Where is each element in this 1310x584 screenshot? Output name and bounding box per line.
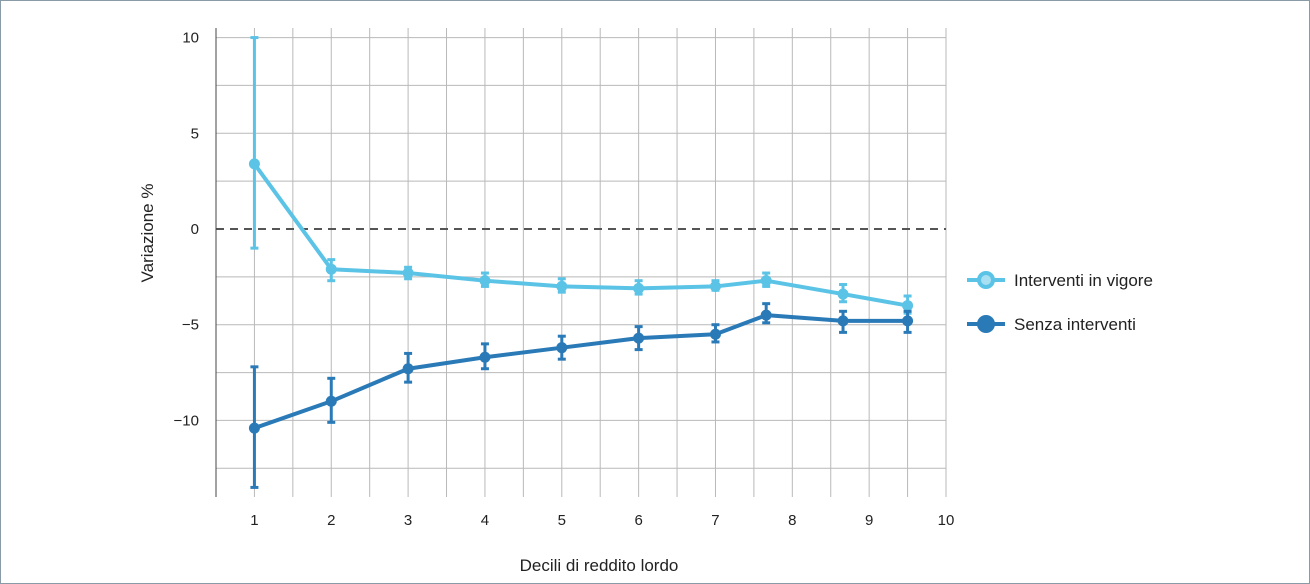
data-point xyxy=(837,315,849,327)
data-point xyxy=(760,275,772,287)
data-point xyxy=(709,328,721,340)
series-line xyxy=(253,313,908,430)
data-point xyxy=(325,395,337,407)
x-tick-label: 10 xyxy=(938,512,955,529)
y-tick-label: −5 xyxy=(182,317,199,334)
data-point xyxy=(837,288,849,300)
data-point xyxy=(760,309,772,321)
legend-label: Interventi in vigore xyxy=(1014,271,1153,290)
data-point xyxy=(248,422,260,434)
x-axis-title: Decili di reddito lordo xyxy=(520,556,679,575)
y-tick-label: 5 xyxy=(191,125,199,142)
x-tick-label: 2 xyxy=(327,512,335,529)
x-tick-label: 5 xyxy=(558,512,566,529)
series-line xyxy=(252,162,908,308)
x-tick-label: 1 xyxy=(250,512,258,529)
legend-marker xyxy=(977,315,995,333)
data-point xyxy=(402,363,414,375)
data-point xyxy=(325,263,337,275)
x-tick-label: 3 xyxy=(404,512,412,529)
data-point xyxy=(402,267,414,279)
legend-item: Interventi in vigore xyxy=(967,271,1153,290)
series-group xyxy=(248,36,914,315)
data-point xyxy=(902,315,914,327)
x-tick-label: 4 xyxy=(481,512,489,529)
data-point xyxy=(556,280,568,292)
data-point xyxy=(709,280,721,292)
y-tick-label: 0 xyxy=(191,221,199,238)
legend-label: Senza interventi xyxy=(1014,315,1136,334)
x-tick-label: 8 xyxy=(788,512,796,529)
series-group xyxy=(248,302,914,489)
x-tick-label: 6 xyxy=(634,512,642,529)
data-point xyxy=(248,158,260,170)
data-point xyxy=(479,351,491,363)
y-axis-title: Variazione % xyxy=(138,184,157,283)
legend-marker-inner xyxy=(981,275,991,285)
legend-item: Senza interventi xyxy=(967,315,1136,334)
data-point xyxy=(633,332,645,344)
y-tick-label: −10 xyxy=(174,412,199,429)
x-tick-label: 9 xyxy=(865,512,873,529)
axes-layer: 1 2 3 4 5 6 7 8 9 10 10 5 0 −5 −10 xyxy=(174,28,955,529)
grid-layer xyxy=(216,28,947,497)
data-point xyxy=(902,300,914,312)
data-point xyxy=(556,342,568,354)
series-layer xyxy=(248,36,914,489)
data-point xyxy=(479,275,491,287)
y-tick-label: 10 xyxy=(182,30,199,47)
legend: Interventi in vigore Senza interventi xyxy=(967,271,1153,334)
x-tick-label: 7 xyxy=(711,512,719,529)
data-point xyxy=(633,282,645,294)
